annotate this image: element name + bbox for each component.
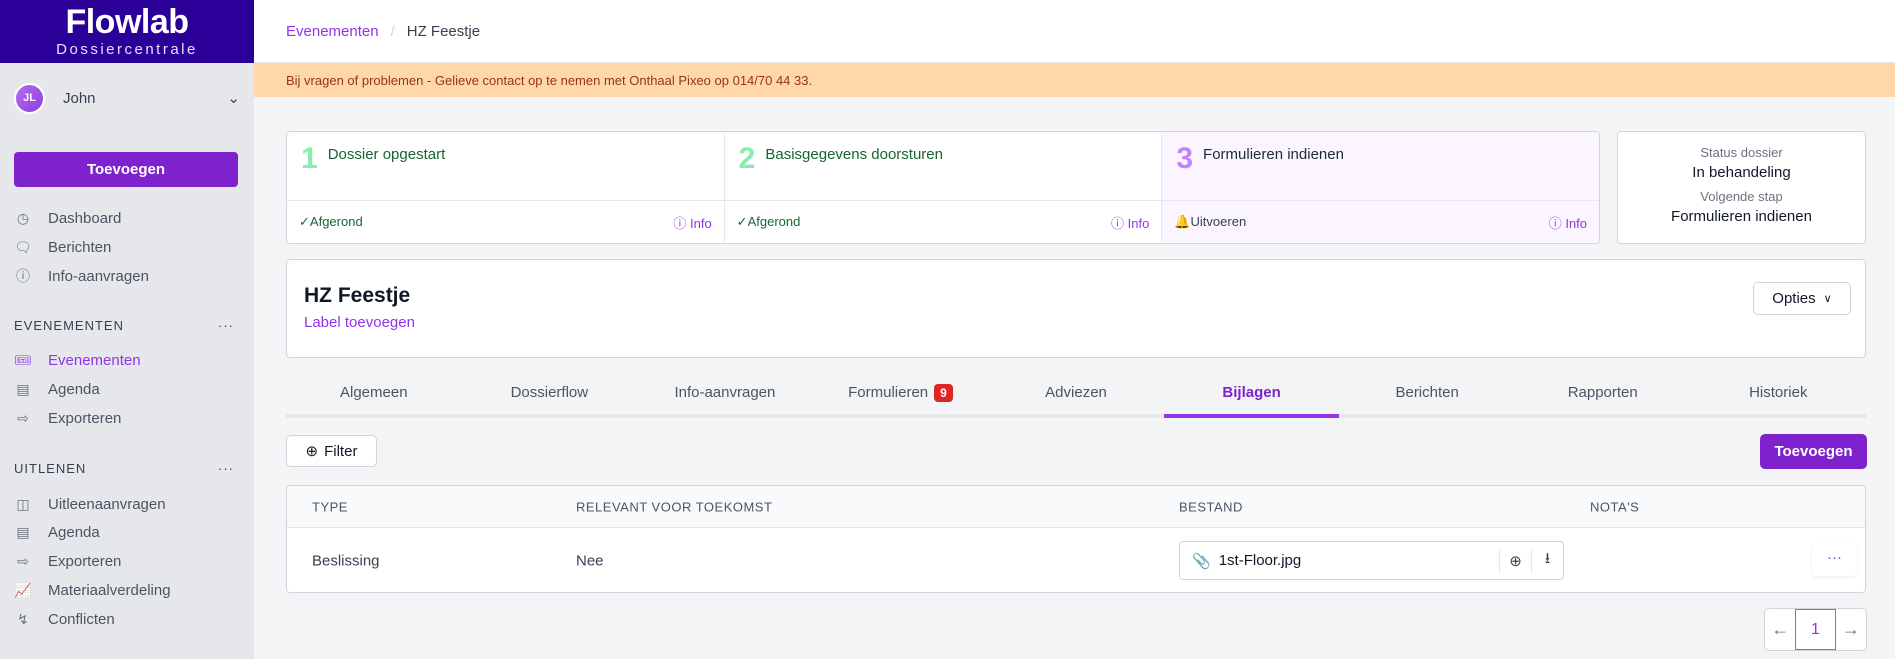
sidebar-item-exporteren[interactable]: ⇨ Exporteren <box>14 405 240 431</box>
tabs: Algemeen Dossierflow Info-aanvragen Form… <box>286 375 1866 418</box>
tab-formulieren[interactable]: Formulieren 9 <box>813 375 989 414</box>
sidebar-item-agenda[interactable]: ▤ Agenda <box>14 376 240 402</box>
tab-berichten[interactable]: Berichten <box>1395 384 1459 401</box>
export-icon: ⇨ <box>17 409 29 426</box>
step-2: 2 Basisgegevens doorsturen ✓Afgerond ⓘ Inf… <box>724 132 1163 243</box>
section-uitlenen: UITLENEN ··· <box>14 461 234 476</box>
breadcrumb-separator: / <box>390 22 395 40</box>
row-more-button[interactable]: ··· <box>1812 544 1857 576</box>
chat-icon: 🗨 <box>14 238 32 255</box>
breadcrumb-current: HZ Feestje <box>406 22 481 40</box>
tab-adviezen[interactable]: Adviezen <box>1045 384 1107 401</box>
options-button[interactable]: Opties ∨ <box>1753 282 1851 315</box>
chevron-down-icon: ∨ <box>1823 293 1832 305</box>
dashboard-icon: ◷ <box>16 209 30 226</box>
status-value: In behandeling <box>1692 164 1791 181</box>
table-row: Beslissing Nee 📎 1st-Floor.jpg ⊕ ⭳ ··· <box>287 528 1865 592</box>
logo[interactable]: Flowlab Dossiercentrale <box>0 0 254 63</box>
sidebar <box>0 0 254 659</box>
zoom-in-icon[interactable]: ⊕ <box>1499 547 1531 574</box>
tab-info-aanvragen[interactable]: Info-aanvragen <box>674 384 776 401</box>
arrow-left-icon[interactable]: ← <box>1771 619 1790 639</box>
file-name[interactable]: 1st-Floor.jpg <box>1218 552 1302 569</box>
add-attachment-button[interactable]: Toevoegen <box>1760 434 1867 469</box>
chart-icon: 📈 <box>14 581 32 598</box>
tab-historiek[interactable]: Historiek <box>1749 384 1808 401</box>
table-header: TYPE RELEVANT VOOR TOEKOMST BESTAND NOTA… <box>287 486 1865 528</box>
dossier-steps: 1 Dossier opgestart ✓Afgerond ⓘ Info 2 Basi… <box>286 131 1600 244</box>
sidebar-add-button[interactable]: Toevoegen <box>14 152 238 187</box>
more-icon[interactable]: ··· <box>218 318 234 333</box>
check-icon: ✓ <box>736 214 748 229</box>
count-badge: 9 <box>934 384 953 402</box>
user-name: John <box>63 89 96 107</box>
step-info-link[interactable]: ⓘ Info <box>1111 215 1150 231</box>
breadcrumb: Evenementen / HZ Feestje <box>254 0 1895 63</box>
calendar-icon: ▤ <box>16 380 30 397</box>
arrow-right-icon[interactable]: → <box>1841 619 1860 639</box>
check-icon: ✓ <box>299 214 310 229</box>
filter-button[interactable]: ⊕ Filter <box>286 435 377 467</box>
page-title: HZ Feestje <box>304 284 411 307</box>
tab-algemeen[interactable]: Algemeen <box>340 384 408 401</box>
bell-icon: 🔔 <box>1174 214 1191 229</box>
pagination: ← 1 → <box>1764 608 1867 651</box>
avatar: JL <box>14 82 45 114</box>
tab-dossierflow[interactable]: Dossierflow <box>510 384 589 401</box>
status-card: Status dossier In behandeling Volgende s… <box>1617 131 1866 244</box>
file-attachment: 📎 1st-Floor.jpg ⊕ ⭳ <box>1179 541 1564 580</box>
sidebar-item-agenda-uitlenen[interactable]: ▤ Agenda <box>14 519 240 545</box>
tab-bijlagen[interactable]: Bijlagen <box>1163 375 1340 418</box>
page-current[interactable]: 1 <box>1795 609 1836 650</box>
step-3: 3 Formulieren indienen 🔔Uitvoeren ⓘ Info <box>1162 132 1599 243</box>
sidebar-item-evenementen[interactable]: 🎟 Evenementen <box>14 351 141 369</box>
export-icon: ⇨ <box>17 552 29 569</box>
step-1: 1 Dossier opgestart ✓Afgerond ⓘ Info <box>287 132 725 243</box>
sidebar-item-conflicten[interactable]: ↯ Conflicten <box>14 606 240 632</box>
info-banner: Bij vragen of problemen - Gelieve contac… <box>254 63 1895 97</box>
add-label-link[interactable]: Label toevoegen <box>304 314 415 331</box>
sidebar-item-materiaalverdeling[interactable]: 📈 Materiaalverdeling <box>14 581 171 599</box>
breadcrumb-evenementen[interactable]: Evenementen <box>286 22 379 40</box>
sidebar-item-berichten[interactable]: 🗨 Berichten <box>14 238 112 256</box>
bolt-icon: ↯ <box>17 610 29 627</box>
section-evenementen: EVENEMENTEN ··· <box>14 318 234 333</box>
sidebar-item-exporteren-uitlenen[interactable]: ⇨ Exporteren <box>14 548 240 574</box>
paperclip-icon: 📎 <box>1192 552 1211 570</box>
calendar-icon: ▤ <box>16 523 30 540</box>
next-step-value: Formulieren indienen <box>1671 208 1812 225</box>
sidebar-item-uitleenaanvragen[interactable]: ◫ Uitleenaanvragen <box>14 491 240 517</box>
step-info-link[interactable]: ⓘ Info <box>1548 215 1588 231</box>
attachments-table: TYPE RELEVANT VOOR TOEKOMST BESTAND NOTA… <box>286 485 1866 593</box>
sidebar-item-info-aanvragen[interactable]: ⓘ Info-aanvragen <box>16 267 149 285</box>
info-icon: ⓘ <box>16 268 30 284</box>
tab-rapporten[interactable]: Rapporten <box>1567 384 1638 401</box>
hand-box-icon: ◫ <box>16 495 30 512</box>
dossier-header: HZ Feestje Label toevoegen <box>286 259 1866 358</box>
step-info-link[interactable]: ⓘ Info <box>673 215 712 231</box>
more-icon[interactable]: ··· <box>218 461 234 476</box>
chevron-down-icon: ⌄ <box>227 90 240 107</box>
download-icon[interactable]: ⭳ <box>1531 547 1563 574</box>
sidebar-item-dashboard[interactable]: ◷ Dashboard <box>14 205 240 231</box>
user-menu[interactable]: JL John ⌄ <box>14 82 240 114</box>
plus-circle-icon: ⊕ <box>305 443 319 460</box>
ticket-icon: 🎟 <box>14 351 32 368</box>
